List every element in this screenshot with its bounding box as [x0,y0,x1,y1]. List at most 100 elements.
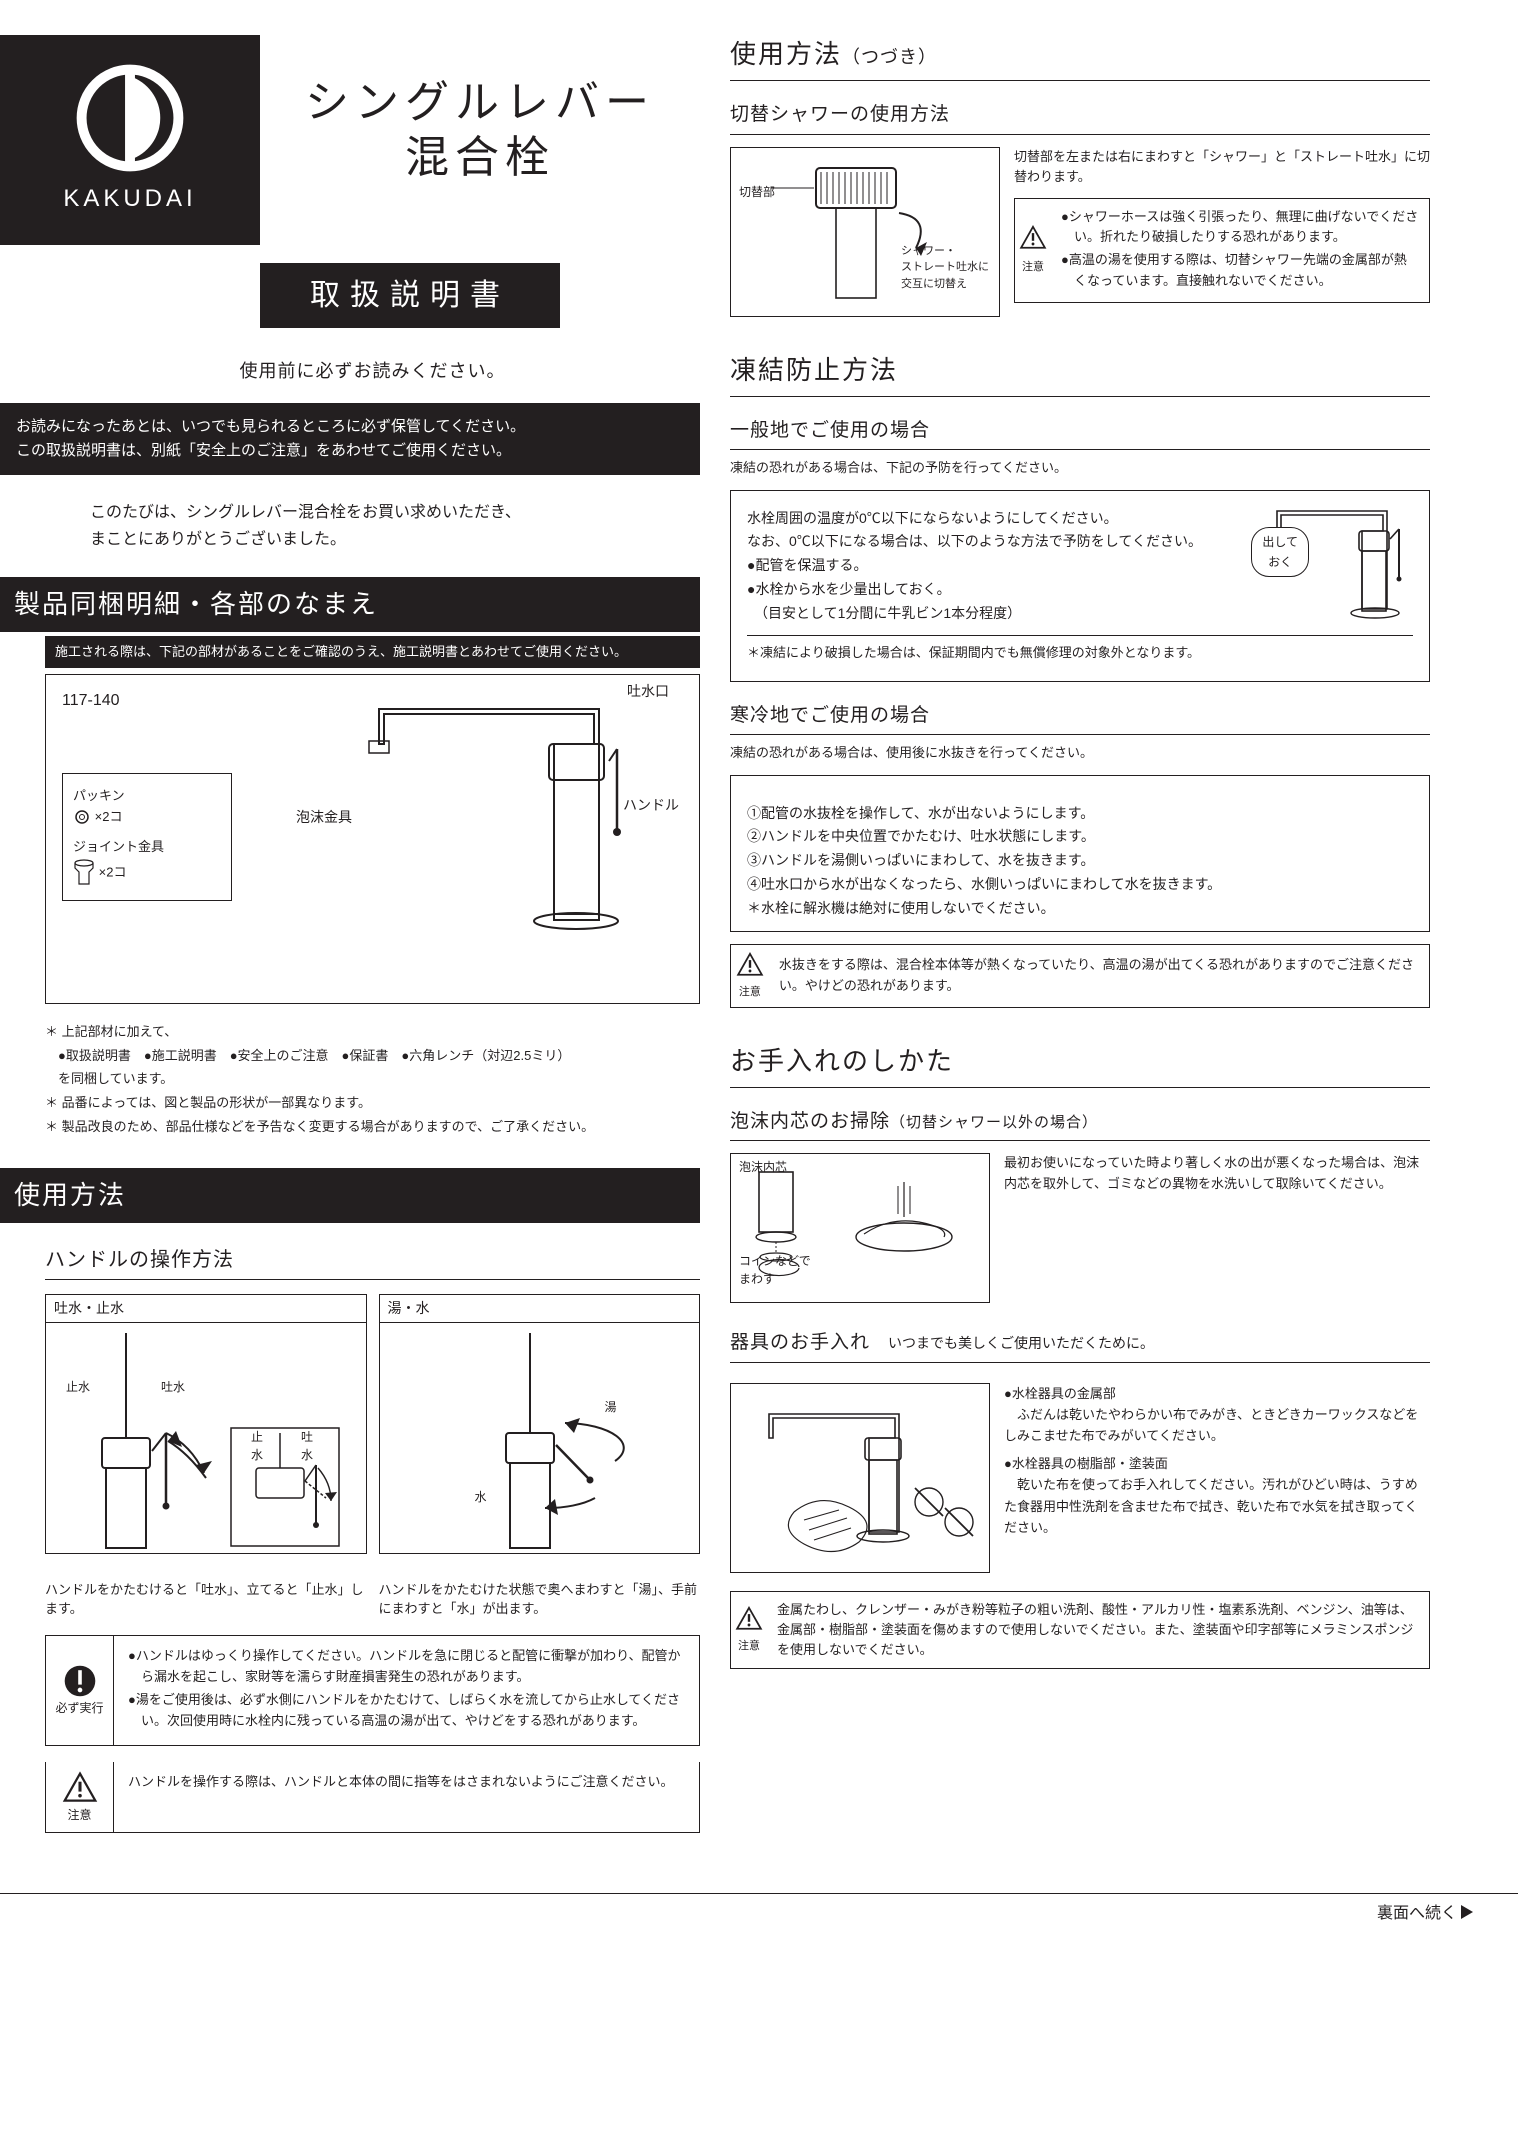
shower-caution: 注意 ●シャワーホースは強く引張ったり、無理に曲げないでください。折れたり破損し… [1014,198,1430,303]
device-h2: 器具のお手入れ [730,1329,870,1358]
aerator-text: 最初お使いになっていた時より著しく水の出が悪くなった場合は、泡沫内芯を取外して、… [1004,1153,1430,1303]
switch-label: 切替部 [739,183,775,201]
shower-caution-1: ●高温の湯を使用する際は、切替シャワー先端の金属部が熱くなっています。直接触れな… [1061,250,1419,290]
shower-caution-0: ●シャワーホースは強く引張ったり、無理に曲げないでください。折れたり破損したりす… [1061,207,1419,247]
packing-label: パッキン [73,786,221,807]
core-label: 泡沫内芯 [739,1158,787,1176]
freeze-caution: 注意 水抜きをする際は、混合栓本体等が熱くなっていたり、高温の湯が出てくる恐れが… [730,944,1430,1008]
brand-logo-icon [75,63,185,173]
usage-cont-heading-txt: 使用方法 [730,39,842,69]
thanks-line-1: このたびは、シングルレバー混合栓をお買い求めいただき、 [90,499,700,526]
included-parts-box: パッキン ×2コ ジョイント金具 ×2コ [62,773,232,901]
column-left: KAKUDAI シングルレバー 混合栓 取扱説明書 使用前に必ずお読みください。… [0,35,700,1833]
keep-line-2: この取扱説明書は、別紙「安全上のご注意」をあわせてご使用ください。 [16,439,684,463]
warning-icon [1019,224,1047,252]
keep-bar: お読みになったあとは、いつでも見られるところに必ず保管してください。 この取扱説… [0,403,700,475]
product-title-1: シングルレバー [260,75,700,130]
column-right: 使用方法（つづき） 切替シャワーの使用方法 [730,35,1430,1833]
aerator-h2-txt: 泡沫内芯のお掃除 [730,1111,890,1132]
c1-stop: 止水 [66,1378,90,1396]
coin-label: コインなどで まわす [739,1252,811,1288]
care-caution-label: 注意 [735,1638,763,1655]
parts-diagram: 117-140 吐水口 ハンドル 泡沫金具 パッキン [45,674,700,1004]
joint-icon [73,858,95,888]
handle-grid: 吐水・止水 [45,1294,700,1554]
must-box: 必ず実行 ●ハンドルはゆっくり操作してください。ハンドルを急に閉じると配管に衝撃… [45,1635,700,1746]
label-spout: 吐水口 [627,681,669,702]
usage-cont-heading: 使用方法（つづき） [730,35,1430,81]
c2-cold: 水 [475,1488,487,1506]
must-item-1: ●湯をご使用後は、必ず水側にハンドルをかたむけて、しばらく水を流してから止水して… [128,1690,685,1732]
shower-note-label: シャワー・ ストレート吐水に 交互に切替え [901,243,989,293]
parts-star-notes: ＊ 上記部材に加えて、 ●取扱説明書 ●施工説明書 ●安全上のご注意 ●保証書 … [45,1022,700,1138]
caution-label: 注意 [67,1806,91,1824]
caution-box-1: 注意 ハンドルを操作する際は、ハンドルと本体の間に指等をはさまれないようにご注意… [45,1762,700,1833]
warning-icon [735,1605,763,1633]
caption-1: ハンドルをかたむけると「吐水」、立てると「止水」します。 [45,1580,367,1619]
warning-icon [62,1770,98,1806]
thanks: このたびは、シングルレバー混合栓をお買い求めいただき、 まことにありがとうござい… [90,499,700,553]
device-h2-row: 器具のお手入れ いつまでも美しくご使用いただくために。 [730,1329,1430,1363]
fa-6: ＊凍結により破損した場合は、保証期間内でも無償修理の対象外となります。 [747,635,1413,664]
freeze-box-b: ①配管の水抜栓を操作して、水が出ないようにします。 ②ハンドルを中央位置でかたむ… [730,775,1430,932]
footer-text: 裏面へ続く [1377,1905,1457,1922]
freeze-box-a: 水栓周囲の温度が0℃以下にならないようにしてください。 なお、0℃以下になる場合… [730,490,1430,682]
faucet-icon [349,689,659,979]
brand-name: KAKUDAI [63,181,196,217]
footer: 裏面へ続く [0,1893,1518,1936]
star-note-2: を同梱しています。 [45,1069,700,1090]
star-note-0: ＊ 上記部材に加えて、 [45,1022,700,1043]
fb-4: ＊水栓に解氷機は絶対に使用しないでください。 [747,897,1413,921]
c2-hot: 湯 [605,1398,617,1416]
fb-0: ①配管の水抜栓を操作して、水が出ないようにします。 [747,802,1413,826]
freeze-intro-a: 凍結の恐れがある場合は、下記の予防を行ってください。 [730,458,1430,478]
c1-spout2: 吐 水 [301,1428,313,1464]
caution-text: ハンドルを操作する際は、ハンドルと本体の間に指等をはさまれないようにご注意くださ… [114,1762,699,1832]
freeze-intro-b: 凍結の恐れがある場合は、使用後に水抜きを行ってください。 [730,743,1430,763]
warning-icon [736,951,764,979]
header-row: KAKUDAI シングルレバー 混合栓 [0,35,700,245]
di-3: 乾いた布を使ってお手入れしてください。汚れがひどい時は、うすめた食器用中性洗剤を… [1004,1474,1430,1538]
handle-fig-2-icon [390,1333,680,1553]
must-text: ●ハンドルはゆっくり操作してください。ハンドルを急に閉じると配管に衝撃が加わり、… [114,1636,699,1745]
aerator-h2: 泡沫内芯のお掃除（切替シャワー以外の場合） [730,1108,1430,1142]
care-caution-text: 金属たわし、クレンザー・みがき粉等粒子の粗い洗剤、酸性・アルカリ性・塩素系洗剤、… [767,1592,1429,1668]
brand-block: KAKUDAI [0,35,260,245]
freeze-heading: 凍結防止方法 [730,351,1430,397]
label-aerator: 泡沫金具 [296,807,352,828]
device-text: ●水栓器具の金属部 ふだんは乾いたやわらかい布でみがき、ときどきカーワックスなど… [1004,1383,1430,1539]
star-note-1: ●取扱説明書 ●施工説明書 ●安全上のご注意 ●保証書 ●六角レンチ（対辺2.5… [45,1046,700,1067]
shower-text-col: 切替部を左または右にまわすと「シャワー」と「ストレート吐水」に切替わります。 注… [1014,147,1430,317]
doc-title: 取扱説明書 [260,263,560,328]
di-0: ●水栓器具の金属部 [1004,1383,1430,1404]
freeze-bubble: 出して おく [1251,527,1309,578]
di-2: ●水栓器具の樹脂部・塗装面 [1004,1453,1430,1474]
handle-heading: ハンドルの操作方法 [45,1245,700,1280]
fb-3: ④吐水口から水が出なくなったら、水側いっぱいにまわして水を抜きます。 [747,873,1413,897]
packing-qty: ×2コ [95,809,123,824]
read-before: 使用前に必ずお読みください。 [45,358,700,385]
label-handle: ハンドル [623,795,679,816]
c1-stop2: 止 水 [251,1428,263,1464]
packing-icon [73,808,91,826]
keep-line-1: お読みになったあとは、いつでも見られるところに必ず保管してください。 [16,415,684,439]
di-1: ふだんは乾いたやわらかい布でみがき、ときどきカーワックスなどをしみこませた布でみ… [1004,1404,1430,1447]
shower-text: 切替部を左または右にまわすと「シャワー」と「ストレート吐水」に切替わります。 [1014,147,1430,189]
freeze-caution-text: 水抜きをする際は、混合栓本体等が熱くなっていたり、高温の湯が出てくる恐れがありま… [769,947,1429,1003]
arrow-right-icon [1461,1905,1473,1919]
joint-label: ジョイント金具 [73,837,221,858]
care-caution: 注意 金属たわし、クレンザー・みがき粉等粒子の粗い洗剤、酸性・アルカリ性・塩素系… [730,1591,1430,1669]
product-title-2: 混合栓 [260,130,700,185]
care-icon [739,1392,979,1562]
cell1-title: 吐水・止水 [46,1295,366,1323]
must-label: 必ず実行 [55,1699,103,1717]
care-figure [730,1383,990,1573]
joint-qty: ×2コ [99,865,127,880]
freeze-h2b: 寒冷地でご使用の場合 [730,702,1430,736]
aerator-figure: 泡沫内芯 コインなどで まわす [730,1153,990,1303]
must-icon [62,1663,98,1699]
usage-heading: 使用方法 [0,1168,700,1223]
thanks-line-2: まことにありがとうございました。 [90,526,700,553]
shower-caution-label: 注意 [1019,259,1047,277]
shower-figure: 切替部 シャワー・ ストレート吐水に 交互に切替え [730,147,1000,317]
